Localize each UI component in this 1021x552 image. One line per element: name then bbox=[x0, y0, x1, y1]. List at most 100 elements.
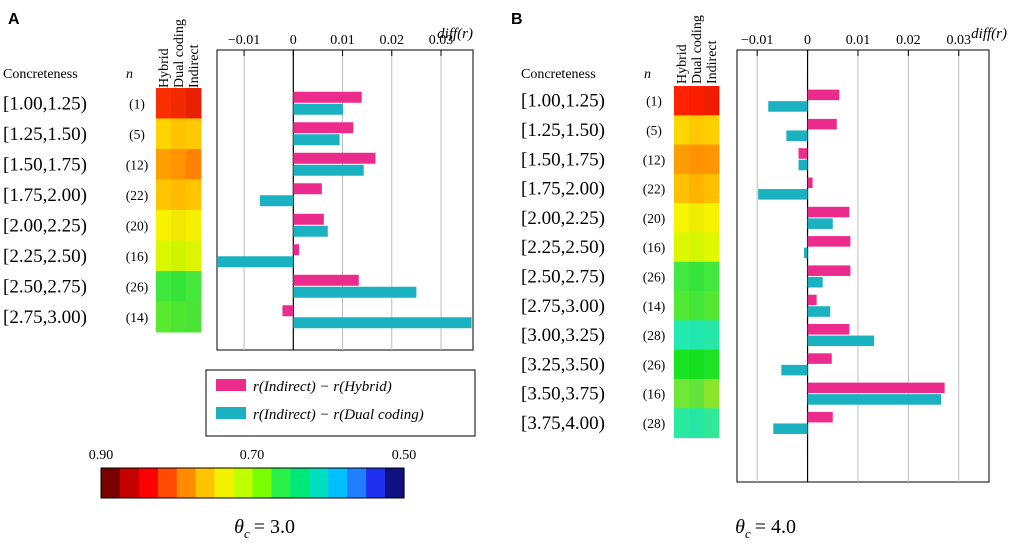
panel-b-heatmap-cell bbox=[674, 349, 690, 380]
panel-b-heatmap-cell bbox=[704, 349, 720, 380]
panel-b-heatmap-cell bbox=[704, 291, 720, 321]
panel-b-bars bbox=[758, 89, 945, 434]
panel-a-bar-hybrid bbox=[293, 91, 362, 103]
panel-b-col-indirect: Indirect bbox=[705, 40, 720, 84]
panel-b-heatmap-cell bbox=[704, 115, 720, 146]
panel-a-tick-label: −0.01 bbox=[228, 33, 260, 48]
panel-b-bar-hybrid bbox=[807, 265, 851, 276]
panel-a-row-label: [1.50,1.75) bbox=[3, 154, 87, 175]
panel-a-n-header: n bbox=[126, 67, 133, 82]
panel-b-bar-hybrid bbox=[807, 177, 813, 189]
panel-b-axis-title: diff(r) bbox=[971, 26, 1007, 42]
panel-a-heatmap-cell bbox=[171, 240, 187, 272]
panel-b-rows: [1.00,1.25) (1) [1.25,1.50) (5) [1.50,1.75) (… bbox=[521, 91, 665, 434]
panel-a-bar-hybrid bbox=[293, 122, 354, 134]
panel-b-bar-hybrid bbox=[807, 89, 840, 101]
panel-b-bar-dual-coding bbox=[786, 130, 808, 141]
colorbar-cell bbox=[214, 468, 235, 498]
panel-b-row-label: [2.00,2.25) bbox=[521, 208, 605, 229]
panel-b-bar-dual-coding bbox=[773, 423, 808, 434]
panel-a-bar-dual-coding bbox=[293, 286, 417, 298]
panel-b-row-label: [2.75,3.00) bbox=[521, 296, 605, 317]
panel-b-bar-dual-coding bbox=[781, 364, 808, 376]
colorbar-cell bbox=[366, 468, 386, 498]
panel-a-bar-dual-coding bbox=[293, 164, 364, 176]
panel-b-heatmap-cell bbox=[674, 408, 690, 439]
panel-b-heatmap-cell bbox=[704, 144, 720, 175]
panel-a-row-n: (14) bbox=[126, 310, 149, 325]
panel-a-row-label: [2.50,2.75) bbox=[3, 276, 87, 297]
panel-a-heatmap-cell bbox=[171, 301, 187, 333]
panel-b-concreteness-header: Concreteness bbox=[521, 67, 596, 82]
panel-a-heatmap-cell bbox=[171, 179, 187, 211]
colorbar-tick-high: 0.90 bbox=[89, 448, 114, 463]
panel-a-row-label: [2.25,2.50) bbox=[3, 246, 87, 267]
legend-label-dual-coding: r(Indirect) − r(Dual coding) bbox=[253, 407, 424, 423]
panel-b-bar-dual-coding bbox=[758, 189, 808, 200]
panel-b-row-n: (26) bbox=[643, 269, 666, 284]
panel-a-heatmap-cell bbox=[156, 179, 172, 211]
panel-a-bar-dual-coding bbox=[293, 225, 328, 237]
panel-b-bar-dual-coding bbox=[768, 101, 808, 112]
panel-b-heatmap-cell bbox=[689, 203, 705, 233]
panel-a-bar-dual-coding bbox=[293, 134, 340, 146]
colorbar-gradient bbox=[101, 468, 405, 498]
panel-b-row-n: (12) bbox=[643, 152, 666, 167]
panel-b-heatmap-column-headers: Hybrid Dual coding Indirect bbox=[675, 15, 720, 84]
panel-a-bars bbox=[217, 91, 472, 329]
panel-b-heatmap-cell bbox=[689, 232, 705, 263]
panel-b-heatmap-cell bbox=[674, 86, 690, 116]
panel-b-tick-label: 0 bbox=[804, 33, 811, 48]
panel-a-rows: [1.00,1.25) (1) [1.25,1.50) (5) [1.50,1.75) (… bbox=[3, 93, 148, 328]
panel-b-heatmap-cell bbox=[674, 291, 690, 321]
panel-a-row-label: [2.75,3.00) bbox=[3, 307, 87, 328]
panel-b-row-n: (14) bbox=[643, 299, 666, 314]
panel-b-heatmap-cell bbox=[704, 320, 720, 351]
panel-b-row-label: [2.50,2.75) bbox=[521, 266, 605, 287]
colorbar-cell bbox=[347, 468, 367, 498]
panel-b-row-label: [2.25,2.50) bbox=[521, 237, 605, 258]
panel-a-heatmap-cell bbox=[156, 210, 172, 241]
panel-a-heatmap-cell bbox=[186, 301, 202, 333]
panel-a-bar-hybrid bbox=[293, 213, 324, 225]
panel-a-row-label: [1.00,1.25) bbox=[3, 93, 87, 114]
panel-b-theta-label: θc = 4.0 bbox=[735, 516, 796, 541]
panel-b-tick-label: 0.03 bbox=[947, 33, 972, 48]
panel-a-col-hybrid: Hybrid bbox=[157, 48, 172, 88]
panel-a-tick-label: 0 bbox=[290, 33, 297, 48]
panel-b-heatmap-cell bbox=[689, 349, 705, 380]
panel-a-heatmap-cell bbox=[186, 149, 202, 180]
colorbar-tick-low: 0.50 bbox=[392, 448, 417, 463]
panel-b-heatmap-cell bbox=[674, 261, 690, 292]
panel-a-row-n: (5) bbox=[129, 127, 145, 142]
panel-a-heatmap-cell bbox=[156, 149, 172, 180]
panel-b-row-n: (16) bbox=[643, 240, 666, 255]
panel-a-row-n: (12) bbox=[126, 157, 149, 172]
panel-a-bar-dual-coding bbox=[259, 195, 294, 207]
colorbar-cell bbox=[101, 468, 121, 498]
colorbar-cell bbox=[233, 468, 254, 498]
panel-b-gridlines bbox=[756, 50, 960, 482]
panel-a-plot-frame bbox=[216, 49, 474, 351]
panel-b-heatmap-cell bbox=[689, 86, 705, 116]
panel-b-tick-label: −0.01 bbox=[741, 33, 773, 48]
panel-b-row-label: [1.00,1.25) bbox=[521, 91, 605, 112]
panel-b-heatmap-cell bbox=[704, 203, 720, 233]
panel-b-heatmap-cell bbox=[674, 203, 690, 233]
colorbar: 0.90 0.70 0.50 bbox=[89, 448, 417, 499]
panel-b-tick-label: 0.02 bbox=[896, 33, 921, 48]
legend-swatch-dual-coding bbox=[216, 407, 246, 419]
panel-b-bar-hybrid bbox=[807, 382, 945, 394]
panel-b-bar-hybrid bbox=[807, 353, 832, 364]
colorbar-cell bbox=[385, 468, 405, 498]
panel-b-bar-hybrid bbox=[807, 236, 851, 247]
panel-b-heatmap-cell bbox=[689, 115, 705, 146]
panel-b-tick-label: 0.01 bbox=[846, 33, 871, 48]
panel-b-heatmap-cell bbox=[689, 144, 705, 175]
panel-a-row-n: (20) bbox=[126, 218, 149, 233]
legend: r(Indirect) − r(Hybrid) r(Indirect) − r(… bbox=[205, 369, 476, 437]
panel-b-row-n: (28) bbox=[643, 416, 666, 431]
colorbar-cell bbox=[271, 468, 291, 498]
panel-a-bar-hybrid bbox=[282, 305, 294, 317]
